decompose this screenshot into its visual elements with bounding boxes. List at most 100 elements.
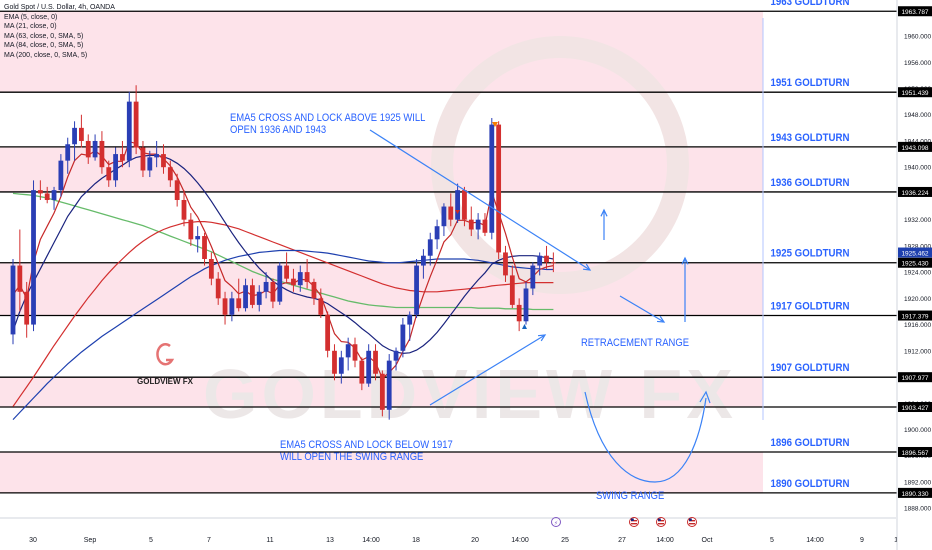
marker-down-0: [492, 122, 498, 127]
y-tick-label-11: 1932.000: [904, 217, 931, 224]
candle-body-18: [133, 101, 139, 148]
price-tag-bg-1: [898, 87, 932, 98]
candle-body-39: [277, 265, 283, 302]
level-label-2: 1943 GOLDTURN: [770, 132, 849, 144]
candle-body-4: [37, 190, 43, 194]
arrow-up-1925-head: [681, 256, 689, 265]
marker-up-0: [522, 324, 527, 329]
candle-body-12: [92, 140, 98, 158]
candle-body-58: [407, 314, 413, 325]
logo-g-icon: [156, 343, 175, 366]
candle-body-78: [544, 255, 549, 263]
candle-body-13: [99, 140, 105, 168]
x-tick-label-4: 11: [266, 537, 273, 544]
price-tag-9: 1890.330: [901, 491, 928, 498]
candle-body-61: [427, 239, 433, 256]
x-tick-label-10: 25: [561, 537, 569, 544]
candle-body-48: [338, 357, 344, 374]
price-tag-bg-2: [898, 141, 932, 152]
candles-group: [10, 85, 556, 420]
flag-stripe-b-2: [689, 523, 695, 525]
price-tag-bg-3: [898, 186, 932, 197]
x-tick-label-16: 9: [860, 537, 864, 544]
y-tick-label-8: 1920.000: [904, 296, 931, 303]
candle-body-49: [345, 344, 351, 358]
candle-body-73: [509, 275, 515, 305]
legend-ma21: MA (21, close, 0): [4, 23, 57, 31]
candle-body-71: [496, 124, 502, 253]
indicator-line-ma200: [12, 192, 554, 311]
candle-body-7: [58, 160, 64, 191]
y-tick-label-7: 1916.000: [904, 322, 931, 329]
x-tick-label-7: 18: [412, 537, 420, 544]
candle-body-28: [202, 236, 207, 259]
watermark-text: GOLDVIEW FX: [203, 355, 737, 433]
candle-body-63: [441, 206, 447, 227]
candle-body-22: [161, 154, 166, 168]
y-tick-label-6: 1912.000: [904, 348, 931, 355]
level-label-4: 1925 GOLDTURN: [770, 248, 849, 260]
level-label-6: 1907 GOLDTURN: [770, 363, 849, 375]
flag-stripe-a-0: [631, 520, 637, 522]
chart-legend: Gold Spot / U.S. Dollar, 4h, OANDA EMA (…: [4, 3, 115, 61]
price-tag-bg-7: [898, 402, 932, 413]
candle-body-62: [434, 226, 440, 240]
annotation-swing-range-line-0: SWING RANGE: [596, 490, 664, 502]
marker-down-1: [455, 210, 460, 214]
candle-body-9: [72, 127, 77, 145]
current-price-tag-bg: [898, 247, 932, 258]
price-tag-4: 1925.430: [901, 261, 928, 268]
level-label-8: 1896 GOLDTURN: [770, 437, 849, 449]
candle-body-66: [462, 190, 467, 220]
candle-body-77: [537, 255, 543, 266]
x-tick-label-13: Oct: [702, 537, 713, 544]
price-tag-3: 1936.224: [901, 190, 928, 197]
flag-stripe-a-2: [689, 520, 695, 522]
candle-body-8: [65, 144, 71, 161]
candle-body-47: [332, 350, 337, 374]
candle-body-3: [31, 190, 36, 325]
y-tick-label-18: 1960.000: [904, 34, 931, 41]
x-tick-label-9: 14:00: [511, 537, 529, 544]
candle-body-45: [318, 298, 324, 315]
event-icon-us-flag-0: [629, 517, 639, 527]
price-tag-bg-4: [898, 257, 932, 268]
candle-body-20: [147, 157, 153, 171]
candle-body-10: [79, 127, 84, 141]
legend-ema5: EMA (5, close, 0): [4, 13, 58, 21]
level-label-3: 1936 GOLDTURN: [770, 177, 849, 189]
candle-body-51: [359, 360, 365, 384]
candle-body-34: [243, 285, 248, 309]
arrow-to-swing-head: [537, 334, 547, 342]
candle-body-27: [195, 236, 201, 240]
event-icon-us-flag-2: [687, 517, 697, 527]
price-tag-1: 1951.439: [901, 90, 928, 97]
annotation-ema5-below-line-1: WILL OPEN THE SWING RANGE: [280, 451, 424, 463]
y-tick-label-17: 1956.000: [904, 60, 931, 67]
candle-body-21: [154, 154, 160, 158]
candle-body-50: [352, 344, 358, 361]
y-tick-label-3: 1900.000: [904, 427, 931, 434]
price-tag-0: 1963.787: [901, 9, 928, 16]
y-tick-label-1: 1892.000: [904, 479, 931, 486]
candle-body-17: [126, 101, 132, 161]
candle-body-43: [304, 272, 310, 282]
candle-body-29: [208, 259, 214, 279]
flag-canton-1: [658, 518, 661, 521]
candle-body-36: [256, 291, 262, 305]
price-tag-bg-8: [898, 446, 932, 457]
arrow-to-1917: [619, 295, 665, 323]
candle-body-15: [113, 154, 118, 181]
annotation-ema5-below-line-0: EMA5 CROSS AND LOCK BELOW 1917: [280, 439, 453, 451]
candle-body-40: [284, 265, 289, 279]
candle-body-74: [516, 304, 522, 322]
candle-body-52: [366, 350, 372, 384]
legend-ma63: MA (63, close, 0, SMA, 5): [4, 32, 84, 40]
annotation-ema5-above-line-0: EMA5 CROSS AND LOCK ABOVE 1925 WILL: [230, 112, 426, 124]
zone-band-4: [0, 451, 763, 493]
candle-body-37: [263, 281, 269, 292]
price-tag-bg-0: [898, 6, 932, 17]
x-tick-label-12: 14:00: [656, 537, 674, 544]
candle-body-72: [503, 252, 508, 276]
